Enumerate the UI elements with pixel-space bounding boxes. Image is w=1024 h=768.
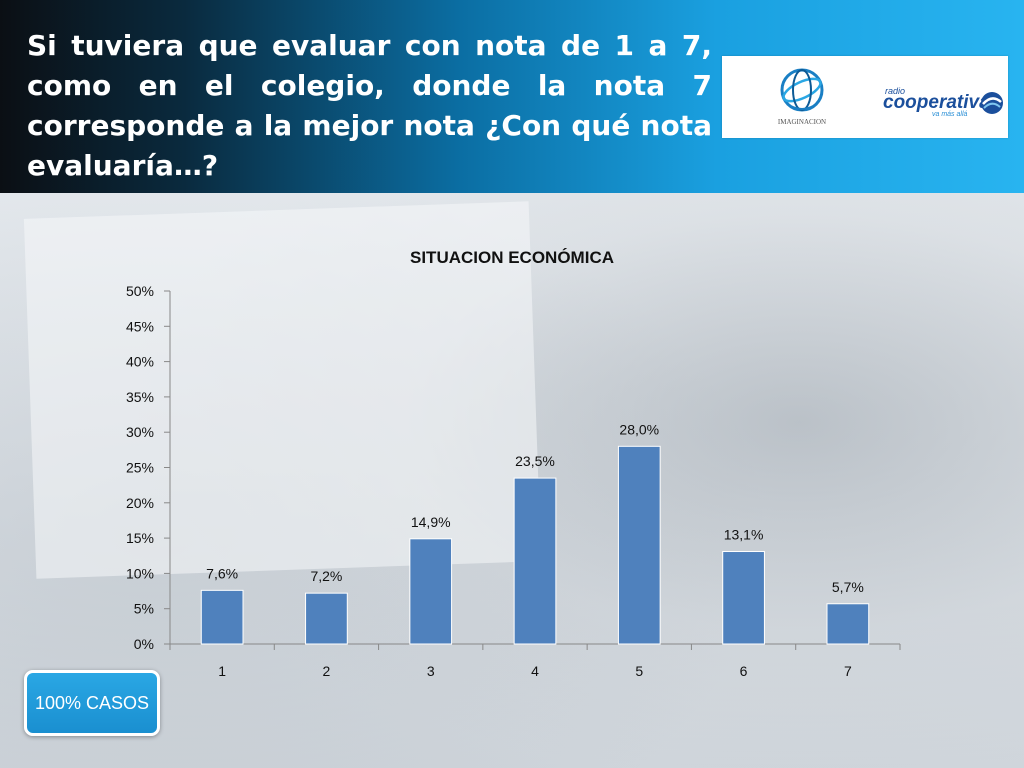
chart-bars: [200, 445, 870, 645]
chart-title: SITUACION ECONÓMICA: [410, 248, 614, 267]
data-label: 7,6%: [206, 565, 238, 581]
data-label: 13,1%: [724, 527, 764, 543]
y-tick-label: 30%: [126, 424, 154, 440]
logo-panel: IMAGINACION radio cooperativa va más all…: [722, 56, 1008, 138]
bar: [513, 477, 557, 645]
cooperativa-radio-text: radio: [885, 86, 906, 96]
y-tick-label: 50%: [126, 283, 154, 299]
slide-title: Si tuviera que evaluar con nota de 1 a 7…: [27, 29, 712, 182]
x-tick-label: 6: [740, 663, 748, 679]
sample-badge: 100% CASOS: [24, 670, 160, 736]
y-tick-label: 0%: [134, 636, 154, 652]
globe-logo-icon: [780, 68, 824, 112]
cooperativa-tagline: va más allá: [932, 111, 968, 118]
y-tick-label: 20%: [126, 495, 154, 511]
cooperativa-logo: radio cooperativa va más allá: [880, 86, 1005, 126]
x-tick-label: 4: [531, 663, 539, 679]
data-label: 7,2%: [310, 568, 342, 584]
bar: [409, 538, 453, 645]
y-tick-label: 10%: [126, 565, 154, 581]
y-tick-label: 35%: [126, 389, 154, 405]
y-tick-label: 25%: [126, 460, 154, 476]
imaginacion-logo-text: IMAGINACION: [777, 118, 827, 126]
data-label: 28,0%: [619, 421, 659, 437]
imaginacion-logo: IMAGINACION: [767, 66, 837, 130]
bar: [722, 551, 765, 645]
chart-axes: 0% 5% 10% 15% 20% 25% 30% 35% 40% 45% 50% 1 2 3 4 5 6 7: [126, 283, 901, 679]
bar: [200, 589, 244, 645]
y-tick-label: 45%: [126, 318, 154, 334]
x-tick-label: 7: [844, 663, 852, 679]
bar: [305, 592, 348, 645]
x-tick-label: 3: [427, 663, 435, 679]
x-tick-label: 5: [635, 663, 643, 679]
cooperativa-swirl-icon: [981, 92, 1003, 114]
x-tick-label: 1: [218, 663, 226, 679]
cooperativa-name: cooperativa: [883, 92, 990, 113]
y-tick-label: 15%: [126, 530, 154, 546]
data-label: 5,7%: [832, 579, 864, 595]
bar: [826, 603, 870, 645]
data-label: 23,5%: [515, 453, 555, 469]
y-tick-label: 40%: [126, 354, 154, 370]
chart-data-labels: 7,6% 7,2% 14,9% 23,5% 28,0% 13,1% 5,7%: [206, 421, 864, 594]
x-tick-label: 2: [323, 663, 331, 679]
data-label: 14,9%: [411, 514, 451, 530]
y-tick-label: 5%: [134, 601, 154, 617]
bar: [617, 445, 661, 645]
